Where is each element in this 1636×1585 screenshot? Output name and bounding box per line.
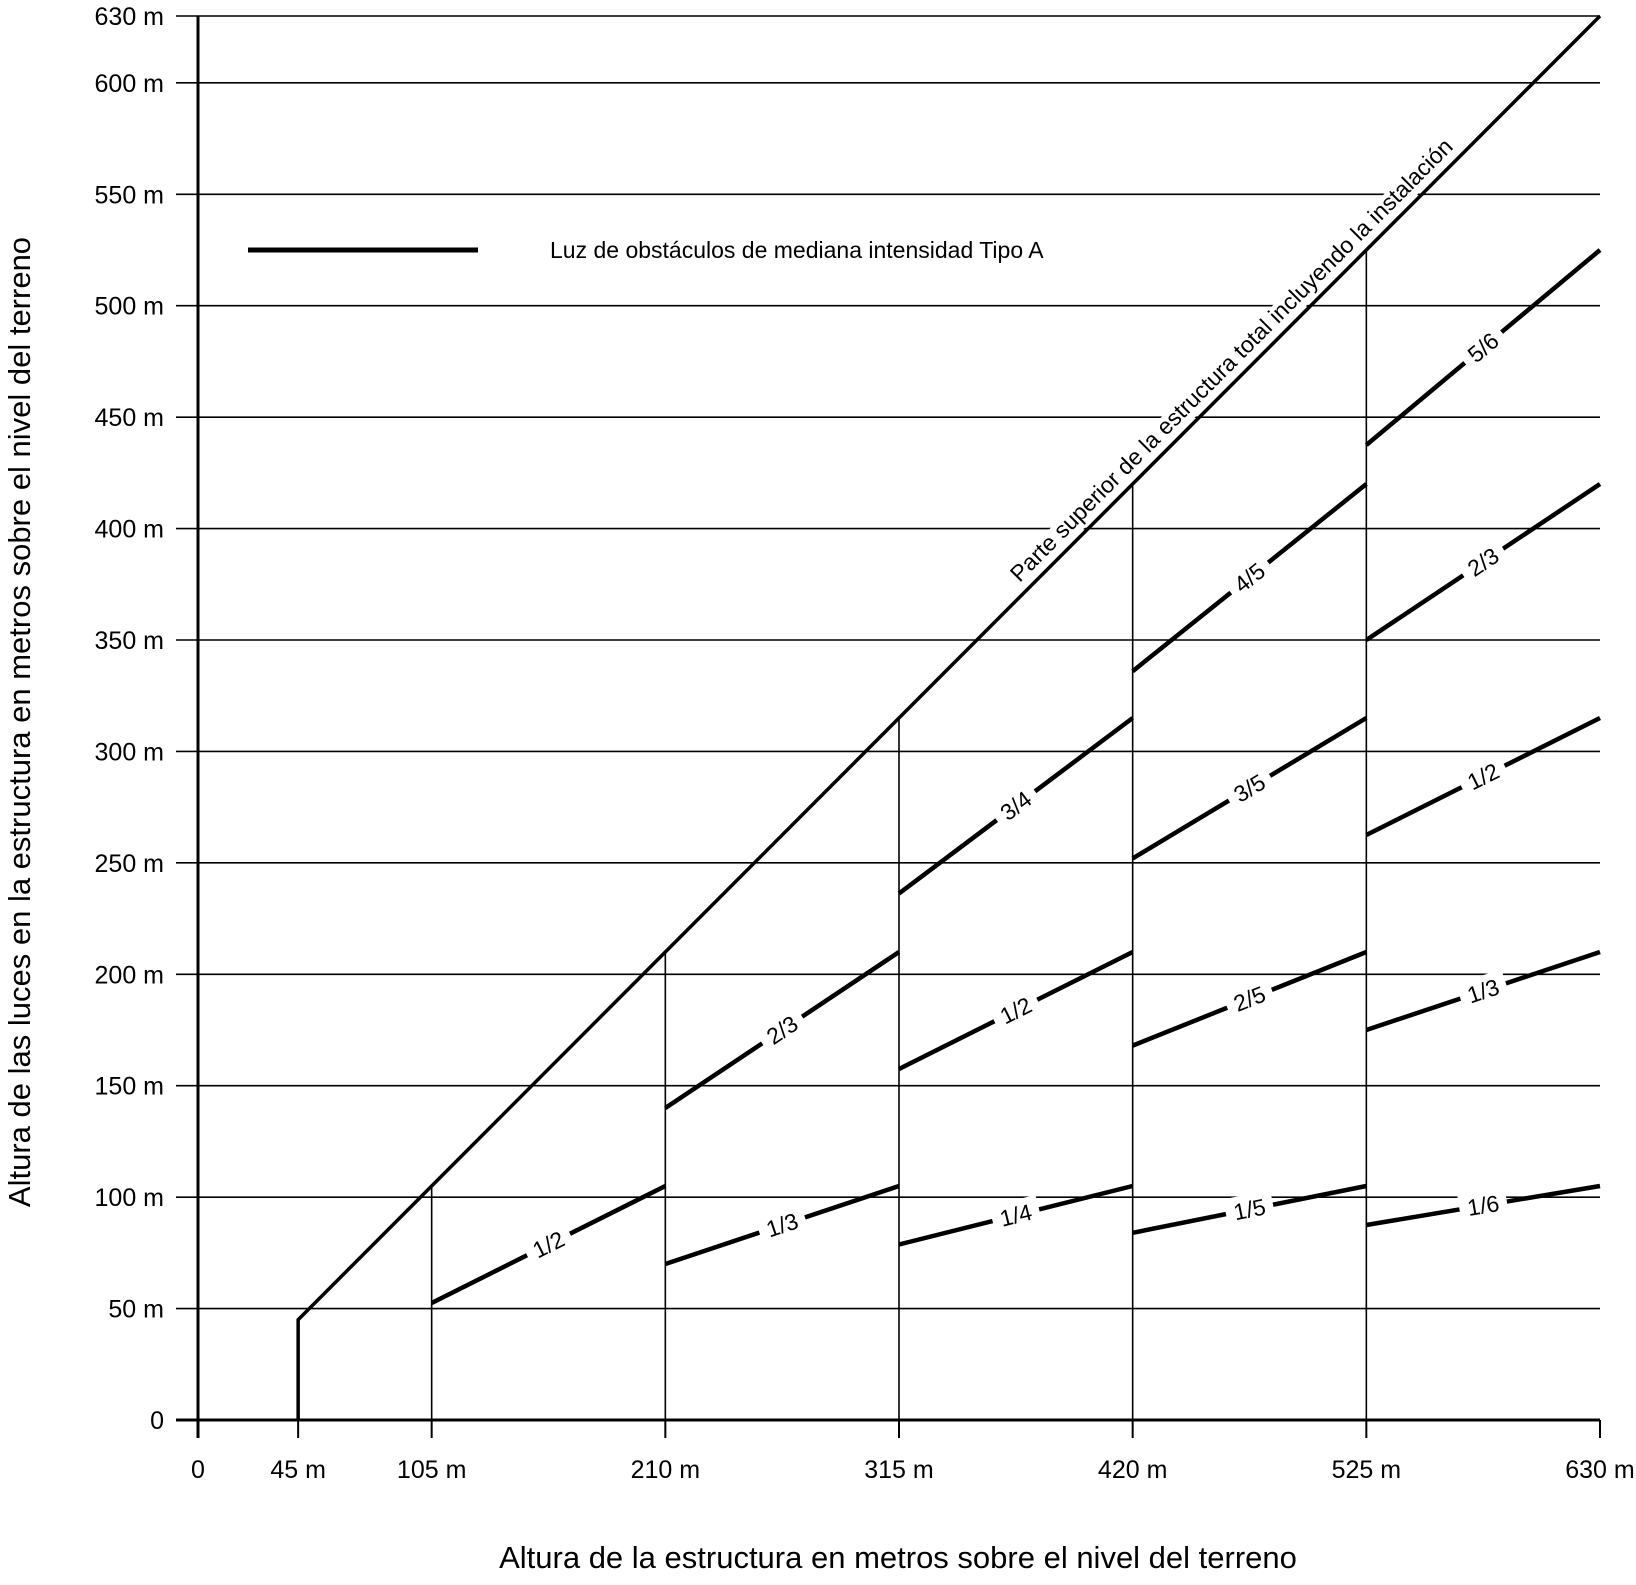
top-structure-line (296, 14, 1602, 1420)
x-tick-label: 45 m (270, 1456, 326, 1484)
fraction-label-group: 1/6 (1457, 1186, 1510, 1225)
fraction-label-group: 3/5 (1221, 762, 1278, 814)
fraction-label-group: 1/3 (1455, 969, 1511, 1013)
fraction-label-group: 1/5 (1223, 1189, 1276, 1229)
fraction-label-background (1223, 1189, 1276, 1229)
x-tick-label: 210 m (631, 1456, 700, 1484)
fraction-label-group: 1/2 (1454, 752, 1512, 801)
y-tick-label: 0 (150, 1407, 164, 1435)
fraction-label-group: 1/3 (754, 1203, 810, 1247)
grid (176, 15, 1600, 1310)
fraction-label-group: 4/5 (1221, 550, 1278, 605)
x-tick-label: 105 m (397, 1456, 466, 1484)
y-tick-label: 400 m (95, 516, 164, 544)
y-axis-title: Altura de las luces en la estructura en … (2, 237, 37, 1207)
x-axis-title: Altura de la estructura en metros sobre … (499, 1540, 1297, 1575)
fraction-label-group: 1/2 (987, 986, 1045, 1035)
fraction-label-group: 3/4 (987, 779, 1045, 833)
top-line-label: Parte superior de la estructura total in… (1005, 133, 1458, 587)
fraction-label-group: 1/4 (988, 1194, 1043, 1236)
x-tick-label: 420 m (1098, 1456, 1167, 1484)
fraction-label-group: 2/3 (1454, 536, 1512, 588)
x-tick-label: 0 (191, 1456, 205, 1484)
fraction-label-background (1221, 975, 1278, 1022)
fraction-lines: Parte superior de la estructura total in… (296, 14, 1602, 1420)
y-tick-label: 250 m (95, 850, 164, 878)
fraction-label-group: 2/3 (753, 1004, 811, 1056)
y-tick-label: 300 m (95, 738, 164, 766)
fraction-label-background (1454, 536, 1512, 588)
fraction-label-background (987, 779, 1045, 833)
legend-label: Luz de obstáculos de mediana intensidad … (550, 237, 1044, 263)
fraction-label: 1/6 (1465, 1190, 1501, 1221)
y-tick-label: 450 m (95, 404, 164, 432)
x-tick-label: 525 m (1332, 1456, 1401, 1484)
y-tick-label: 50 m (108, 1296, 164, 1324)
y-tick-label: 500 m (95, 293, 164, 321)
axes: 0 50 m 100 m 150 m 200 m 250 m 300 m 350 m 400 m… (95, 3, 1635, 1484)
fraction-label-group: 1/2 (520, 1220, 577, 1269)
top-line-label-background (1004, 133, 1462, 591)
y-tick-label: 550 m (95, 181, 164, 209)
y-tick-label: 100 m (95, 1184, 164, 1212)
fraction-label-background (1455, 969, 1511, 1013)
fraction-label: 1/5 (1231, 1194, 1267, 1226)
y-tick-label: 150 m (95, 1073, 164, 1101)
fraction-label-background (987, 986, 1045, 1035)
y-tick-label: 200 m (95, 961, 164, 989)
fraction-label-background (988, 1194, 1043, 1236)
legend: Luz de obstáculos de mediana intensidad … (248, 237, 1044, 263)
top-line-label-group: Parte superior de la estructura total in… (1004, 133, 1462, 591)
fraction-label-background (1221, 762, 1278, 814)
fraction-label-background (520, 1220, 577, 1269)
fraction-label-group: 2/5 (1221, 975, 1278, 1022)
fraction-label-background (754, 1203, 810, 1247)
fraction-label-background (1455, 320, 1512, 375)
y-tick-label: 350 m (95, 627, 164, 655)
fraction-label-background (1221, 550, 1278, 605)
y-tick-label: 600 m (95, 70, 164, 98)
fraction-label-background (753, 1004, 811, 1056)
fraction-label-background (1454, 752, 1512, 801)
fraction-label-background (1457, 1186, 1510, 1225)
x-tick-label: 630 m (1565, 1456, 1634, 1484)
x-tick-label: 315 m (864, 1456, 933, 1484)
y-tick-label: 630 m (95, 3, 164, 31)
